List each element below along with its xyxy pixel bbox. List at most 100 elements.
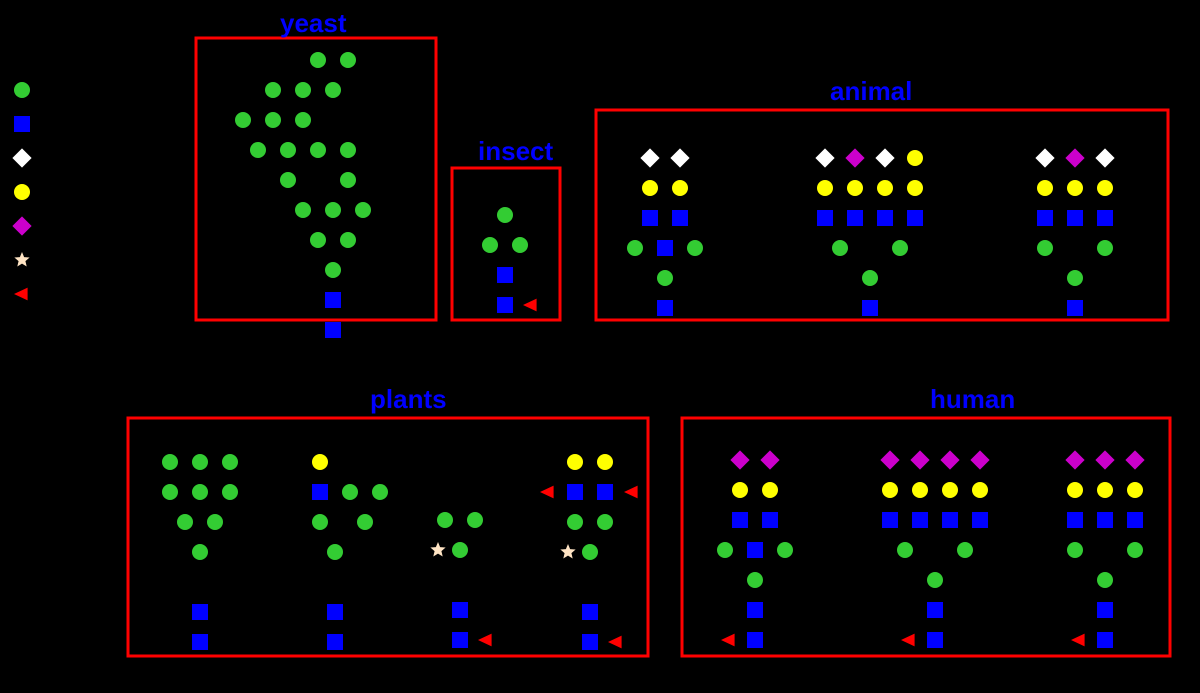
fuc-symbol <box>901 634 915 647</box>
fuc-symbol <box>1071 634 1085 647</box>
neuac-symbol <box>970 450 989 469</box>
glcnac-symbol <box>657 240 673 256</box>
man-symbol <box>567 514 583 530</box>
neuac-symbol <box>12 216 31 235</box>
group-label-animal: animal <box>830 76 912 106</box>
man-symbol <box>777 542 793 558</box>
glcnac-symbol <box>1127 512 1143 528</box>
glcnac-symbol <box>927 602 943 618</box>
man-symbol <box>295 82 311 98</box>
wdia-symbol <box>815 148 834 167</box>
man-symbol <box>177 514 193 530</box>
man-symbol <box>1127 542 1143 558</box>
glcnac-symbol <box>327 634 343 650</box>
man-symbol <box>265 82 281 98</box>
glcnac-symbol <box>747 602 763 618</box>
man-symbol <box>1067 270 1083 286</box>
glycan-insect-1 <box>482 207 537 313</box>
glcnac-symbol <box>927 632 943 648</box>
man-symbol <box>340 142 356 158</box>
man-symbol <box>497 207 513 223</box>
man-symbol <box>687 240 703 256</box>
glycan-yeast-0 <box>235 52 371 338</box>
glcnac-symbol <box>642 210 658 226</box>
neuac-symbol <box>730 450 749 469</box>
neuac-symbol <box>910 450 929 469</box>
glycan-animal-2 <box>627 148 703 316</box>
gal-symbol <box>1097 180 1113 196</box>
man-symbol <box>1037 240 1053 256</box>
glycan-plants-5 <box>162 454 238 650</box>
glcnac-symbol <box>847 210 863 226</box>
man-symbol <box>235 112 251 128</box>
man-symbol <box>265 112 281 128</box>
neuac-symbol <box>940 450 959 469</box>
man-symbol <box>897 542 913 558</box>
glcnac-symbol <box>1097 602 1113 618</box>
gal-symbol <box>907 150 923 166</box>
glcnac-symbol <box>567 484 583 500</box>
glcnac-symbol <box>1097 210 1113 226</box>
fuc-symbol <box>721 634 735 647</box>
man-symbol <box>162 484 178 500</box>
glcnac-symbol <box>732 512 748 528</box>
gal-symbol <box>882 482 898 498</box>
man-symbol <box>832 240 848 256</box>
man-symbol <box>310 142 326 158</box>
gal-symbol <box>312 454 328 470</box>
glcnac-symbol <box>497 297 513 313</box>
neuac-symbol <box>760 450 779 469</box>
man-symbol <box>310 52 326 68</box>
glcnac-symbol <box>747 542 763 558</box>
gal-symbol <box>1127 482 1143 498</box>
glcnac-symbol <box>672 210 688 226</box>
gal-symbol <box>597 454 613 470</box>
man-symbol <box>280 142 296 158</box>
glcnac-symbol <box>312 484 328 500</box>
glcnac-symbol <box>912 512 928 528</box>
glcnac-symbol <box>325 322 341 338</box>
man-symbol <box>340 172 356 188</box>
glcnac-symbol <box>192 634 208 650</box>
glcnac-symbol <box>325 292 341 308</box>
glycan-human-10 <box>880 450 989 648</box>
group-insect: insect <box>452 136 560 320</box>
gal-symbol <box>567 454 583 470</box>
fuc-symbol <box>540 486 554 499</box>
man-symbol <box>325 262 341 278</box>
man-symbol <box>325 202 341 218</box>
man-symbol <box>355 202 371 218</box>
gal-symbol <box>14 184 30 200</box>
glcnac-symbol <box>942 512 958 528</box>
glycan-plants-7 <box>430 512 491 648</box>
man-symbol <box>597 514 613 530</box>
gal-symbol <box>972 482 988 498</box>
gal-symbol <box>817 180 833 196</box>
glcnac-symbol <box>327 604 343 620</box>
wdia-symbol <box>875 148 894 167</box>
man-symbol <box>892 240 908 256</box>
gal-symbol <box>877 180 893 196</box>
glcnac-symbol <box>597 484 613 500</box>
gal-symbol <box>1067 482 1083 498</box>
man-symbol <box>512 237 528 253</box>
legend <box>12 82 31 300</box>
gal-symbol <box>1097 482 1113 498</box>
man-symbol <box>452 542 468 558</box>
man-symbol <box>310 232 326 248</box>
glcnac-symbol <box>14 116 30 132</box>
man-symbol <box>295 112 311 128</box>
gal-symbol <box>912 482 928 498</box>
glcnac-symbol <box>1067 512 1083 528</box>
wdia-symbol <box>640 148 659 167</box>
fuc-symbol <box>14 288 28 301</box>
glcnac-symbol <box>907 210 923 226</box>
group-label-insect: insect <box>478 136 553 166</box>
gal-symbol <box>732 482 748 498</box>
group-animal: animal <box>596 76 1168 320</box>
man-symbol <box>325 82 341 98</box>
man-symbol <box>482 237 498 253</box>
man-symbol <box>1097 240 1113 256</box>
man-symbol <box>717 542 733 558</box>
glycan-diagram: yeastinsectanimalplantshuman <box>0 0 1200 693</box>
